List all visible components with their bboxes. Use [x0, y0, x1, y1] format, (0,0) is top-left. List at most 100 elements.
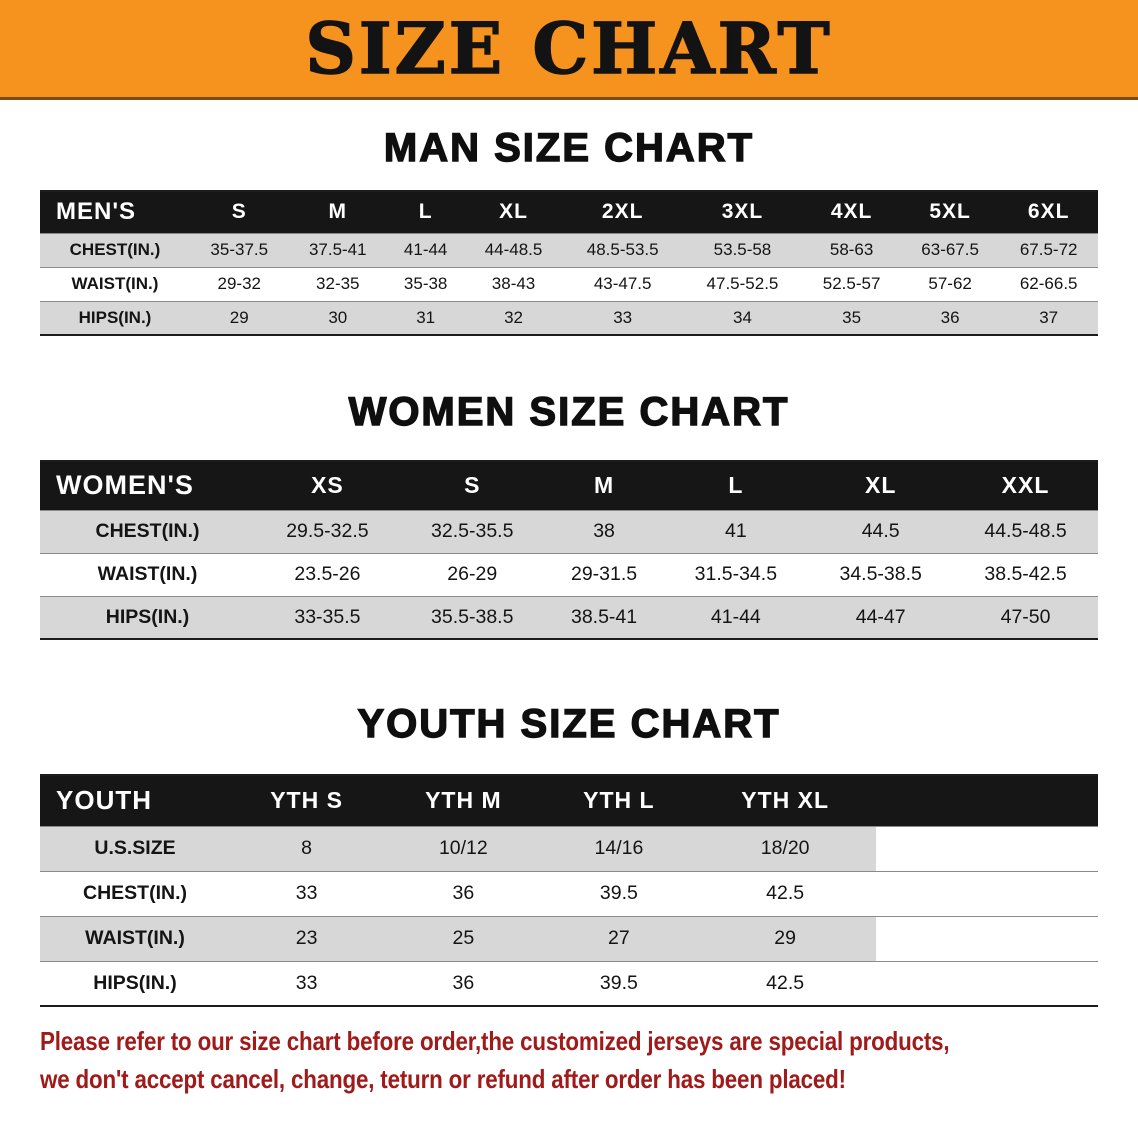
size-cell: 35: [802, 300, 901, 335]
sections: MAN SIZE CHART MEN'S S M L XL 2XL 3XL 4XL 5XL 6XL C…: [40, 125, 1098, 1007]
column-header: L: [663, 461, 809, 510]
size-cell: 32.5-35.5: [399, 509, 545, 553]
row-label: WAIST(IN.): [40, 552, 255, 596]
size-table-men: MEN'S S M L XL 2XL 3XL 4XL 5XL 6XL CHEST(IN.) 35-37…: [40, 190, 1098, 336]
size-cell: 38.5-42.5: [953, 552, 1098, 596]
size-table-youth: YOUTH YTH S YTH M YTH L YTH XL U.S.SIZE 8 10/12…: [40, 774, 1098, 1007]
row-label: HIPS(IN.): [40, 300, 190, 335]
size-cell: 32: [464, 300, 563, 335]
column-header: YTH L: [543, 775, 695, 826]
table-row: CHEST(IN.) 33 36 39.5 42.5: [40, 870, 1098, 916]
size-cell: 41-44: [663, 595, 809, 639]
size-cell: 58-63: [802, 232, 901, 267]
size-cell: 43-47.5: [562, 266, 683, 301]
table-row: WAIST(IN.) 23.5-26 26-29 29-31.5 31.5-34.5 34…: [40, 552, 1098, 596]
row-label: HIPS(IN.): [40, 595, 255, 639]
size-cell: 32-35: [288, 266, 388, 301]
row-label: HIPS(IN.): [40, 960, 230, 1006]
filler-cell: [876, 915, 1098, 961]
size-cell: 37: [999, 300, 1098, 335]
section-men: MAN SIZE CHART MEN'S S M L XL 2XL 3XL 4XL 5XL 6XL C…: [40, 125, 1098, 336]
disclaimer-line-2: we don't accept cancel, change, teturn o…: [40, 1063, 846, 1094]
heading-women: WOMEN SIZE CHART: [348, 389, 790, 434]
column-header: 6XL: [999, 191, 1098, 233]
size-cell: 42.5: [694, 960, 876, 1006]
size-cell: 8: [230, 825, 384, 871]
size-cell: 23.5-26: [255, 552, 400, 596]
row-label: U.S.SIZE: [40, 825, 230, 871]
table-row: CHEST(IN.) 35-37.5 37.5-41 41-44 44-48.5 48.5…: [40, 232, 1098, 267]
size-cell: 30: [288, 300, 388, 335]
table-row: WAIST(IN.) 29-32 32-35 35-38 38-43 43-47.5 47.…: [40, 266, 1098, 301]
table-row: HIPS(IN.) 29 30 31 32 33 34 35 36 37: [40, 300, 1098, 335]
group-label-youth: YOUTH: [40, 775, 230, 826]
heading-youth: YOUTH SIZE CHART: [357, 701, 781, 746]
row-label: CHEST(IN.): [40, 870, 230, 916]
table-row: HIPS(IN.) 33 36 39.5 42.5: [40, 960, 1098, 1006]
size-cell: 29: [190, 300, 289, 335]
table-header-row: YOUTH YTH S YTH M YTH L YTH XL: [40, 775, 1098, 826]
size-cell: 62-66.5: [999, 266, 1098, 301]
section-women: WOMEN SIZE CHART WOMEN'S XS S M L XL XXL CHEST(I…: [40, 389, 1098, 640]
table-header-row: MEN'S S M L XL 2XL 3XL 4XL 5XL 6XL: [40, 191, 1098, 233]
row-label: WAIST(IN.): [40, 915, 230, 961]
size-cell: 35.5-38.5: [399, 595, 545, 639]
size-cell: 35-38: [387, 266, 465, 301]
row-label: CHEST(IN.): [40, 509, 255, 553]
row-label: WAIST(IN.): [40, 266, 190, 301]
heading-men: MAN SIZE CHART: [383, 125, 755, 170]
column-header: 4XL: [802, 191, 901, 233]
column-header: XXL: [953, 461, 1098, 510]
size-cell: 44.5: [808, 509, 954, 553]
size-cell: 37.5-41: [288, 232, 388, 267]
size-cell: 38.5-41: [544, 595, 664, 639]
size-cell: 36: [383, 960, 544, 1006]
column-header: XS: [255, 461, 400, 510]
table-header-row: WOMEN'S XS S M L XL XXL: [40, 461, 1098, 510]
size-cell: 38: [544, 509, 664, 553]
table-row: HIPS(IN.) 33-35.5 35.5-38.5 38.5-41 41-44 44-…: [40, 595, 1098, 639]
size-cell: 44.5-48.5: [953, 509, 1098, 553]
size-cell: 18/20: [694, 825, 876, 871]
column-header: YTH XL: [694, 775, 876, 826]
size-cell: 23: [230, 915, 384, 961]
size-cell: 29.5-32.5: [255, 509, 400, 553]
filler-cell: [876, 775, 1098, 826]
column-header: YTH M: [383, 775, 544, 826]
filler-cell: [876, 960, 1098, 1006]
column-header: S: [399, 461, 545, 510]
column-header: M: [544, 461, 664, 510]
size-chart-banner: SIZE CHART: [0, 0, 1138, 100]
column-header: M: [288, 191, 388, 233]
size-cell: 25: [383, 915, 544, 961]
column-header: L: [387, 191, 465, 233]
size-cell: 33: [230, 960, 384, 1006]
column-header: YTH S: [230, 775, 384, 826]
size-cell: 35-37.5: [190, 232, 289, 267]
size-cell: 38-43: [464, 266, 563, 301]
column-header: S: [190, 191, 289, 233]
row-label: CHEST(IN.): [40, 232, 190, 267]
size-cell: 36: [383, 870, 544, 916]
size-cell: 29-32: [190, 266, 289, 301]
size-cell: 33-35.5: [255, 595, 400, 639]
size-cell: 41-44: [387, 232, 465, 267]
group-label-women: WOMEN'S: [40, 461, 255, 510]
section-youth: YOUTH SIZE CHART YOUTH YTH S YTH M YTH L YTH …: [40, 701, 1098, 1007]
size-table-women: WOMEN'S XS S M L XL XXL CHEST(IN.) 29.5-32.5 32.5…: [40, 460, 1098, 640]
page-title: SIZE CHART: [305, 6, 833, 90]
table-row: CHEST(IN.) 29.5-32.5 32.5-35.5 38 41 44.5 44.5…: [40, 509, 1098, 553]
size-cell: 57-62: [900, 266, 1000, 301]
size-cell: 31: [387, 300, 465, 335]
disclaimer-line-1: Please refer to our size chart before or…: [40, 1026, 950, 1056]
size-cell: 44-47: [808, 595, 954, 639]
size-cell: 42.5: [694, 870, 876, 916]
column-header: 3XL: [682, 191, 803, 233]
size-cell: 33: [230, 870, 384, 916]
filler-cell: [876, 870, 1098, 916]
size-cell: 27: [543, 915, 695, 961]
column-header: XL: [464, 191, 563, 233]
size-cell: 36: [900, 300, 1000, 335]
column-header: 2XL: [562, 191, 683, 233]
size-cell: 48.5-53.5: [562, 232, 683, 267]
